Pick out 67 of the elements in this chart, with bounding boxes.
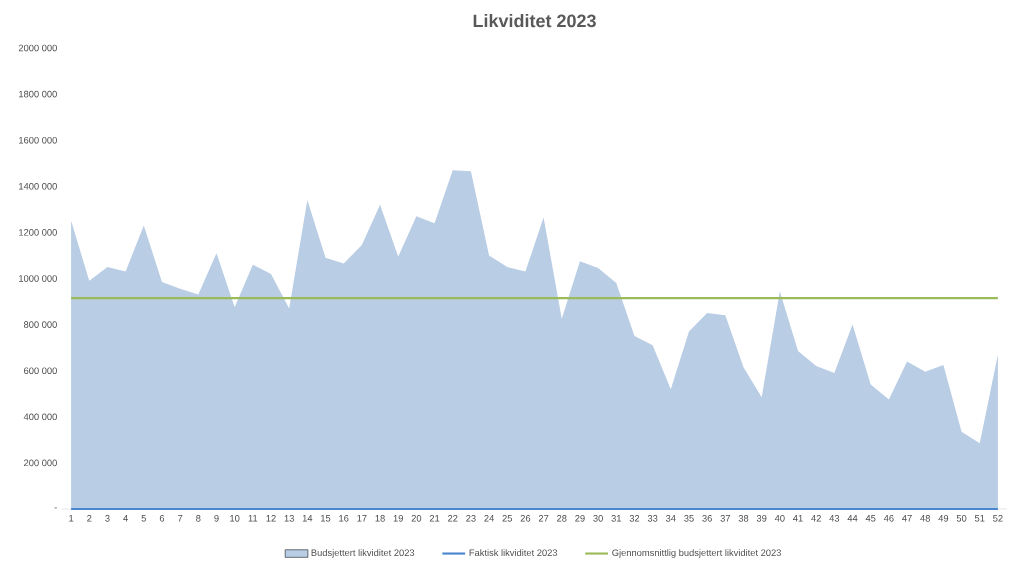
x-tick-label: 7 <box>178 514 183 522</box>
x-tick-label: 4 <box>123 514 128 522</box>
x-tick-label: 31 <box>611 514 621 522</box>
x-tick-label: 14 <box>302 514 313 522</box>
y-tick-label: 800 000 <box>23 321 57 328</box>
y-tick-label: 600 000 <box>24 367 57 374</box>
x-tick-label: 8 <box>196 514 201 522</box>
x-tick-label: 51 <box>974 514 985 522</box>
y-tick-label: 1000 000 <box>19 275 57 282</box>
x-tick-label: 1 <box>69 514 74 522</box>
x-tick-label: 43 <box>829 514 840 522</box>
legend-label: Faktisk likviditet 2023 <box>469 549 558 556</box>
x-tick-label: 3 <box>105 514 110 522</box>
x-tick-label: 21 <box>429 514 440 522</box>
x-tick-label: 27 <box>538 514 549 522</box>
x-tick-label: 19 <box>393 514 403 522</box>
x-tick-label: 24 <box>484 514 494 522</box>
y-tick-label: 400 000 <box>23 413 57 420</box>
legend-label: Budsjettert likviditet 2023 <box>311 549 415 558</box>
x-tick-label: 28 <box>557 514 567 522</box>
x-tick-label: 47 <box>902 514 912 522</box>
x-tick-label: 32 <box>629 514 640 522</box>
y-tick-label: 1200 000 <box>19 228 57 236</box>
x-tick-label: 34 <box>665 514 676 522</box>
y-tick-label: 2000 000 <box>18 44 57 52</box>
x-tick-label: 42 <box>811 514 821 522</box>
x-tick-label: 29 <box>575 514 585 522</box>
y-tick-label: 1400 000 <box>19 182 57 190</box>
y-tick-label: 1600 000 <box>19 136 57 144</box>
x-tick-label: 44 <box>847 514 858 522</box>
x-tick-label: 12 <box>266 514 276 522</box>
x-tick-label: 20 <box>411 514 422 522</box>
legend-label: Gjennomsnittlig budsjettert likviditet 2023 <box>612 549 781 558</box>
x-tick-label: 11 <box>248 514 258 522</box>
x-tick-label: 35 <box>684 514 694 522</box>
x-tick-label: 26 <box>520 514 531 522</box>
x-tick-label: 17 <box>357 514 367 522</box>
x-tick-label: 41 <box>793 514 803 522</box>
x-tick-label: 30 <box>593 514 603 522</box>
x-tick-label: 9 <box>214 514 219 522</box>
y-tick-label: - <box>54 507 57 509</box>
chart-title: Likviditet 2023 <box>473 13 596 28</box>
x-tick-label: 13 <box>284 514 294 522</box>
x-tick-label: 6 <box>159 514 165 522</box>
y-tick-label: 200 000 <box>24 459 57 467</box>
x-tick-label: 50 <box>956 514 967 522</box>
x-tick-label: 36 <box>702 514 712 522</box>
x-tick-label: 49 <box>938 514 949 522</box>
x-tick-label: 5 <box>141 514 146 522</box>
x-tick-label: 33 <box>647 514 658 522</box>
x-tick-label: 40 <box>774 514 785 522</box>
x-tick-label: 48 <box>920 514 931 522</box>
x-tick-label: 46 <box>883 514 894 522</box>
x-tick-label: 25 <box>502 514 513 522</box>
x-tick-label: 23 <box>466 514 476 522</box>
x-tick-label: 15 <box>321 514 331 522</box>
x-tick-label: 18 <box>375 514 385 522</box>
y-tick-label: 1800 000 <box>19 90 57 98</box>
x-tick-label: 2 <box>87 514 92 522</box>
x-tick-label: 16 <box>339 514 349 522</box>
x-tick-label: 37 <box>720 514 731 522</box>
x-tick-label: 38 <box>738 514 749 522</box>
x-tick-label: 22 <box>447 514 458 522</box>
x-tick-label: 52 <box>993 514 1003 522</box>
x-tick-label: 45 <box>865 514 876 522</box>
x-tick-label: 39 <box>756 514 767 522</box>
x-tick-label: 10 <box>230 514 240 522</box>
